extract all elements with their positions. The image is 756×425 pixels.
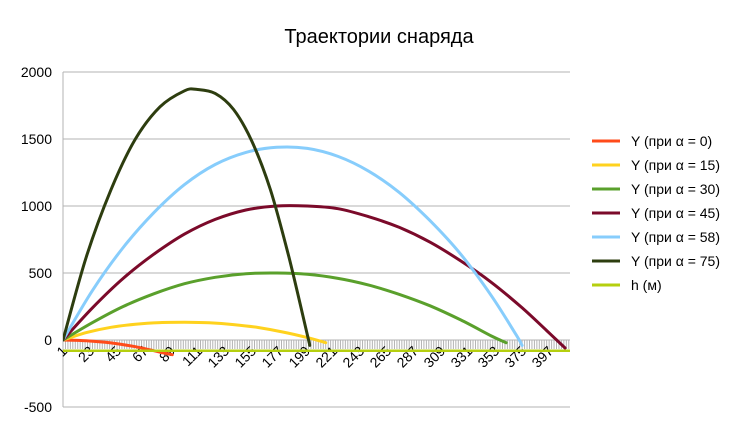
y-tick-label: -500 bbox=[24, 399, 52, 415]
series-line-3 bbox=[63, 204, 567, 350]
legend-item: h (м) bbox=[592, 277, 662, 293]
legend-label: Y (при α = 0) bbox=[631, 133, 712, 149]
legend-label: Y (при α = 15) bbox=[631, 157, 720, 173]
y-tick-label: 0 bbox=[44, 332, 52, 348]
series-line-0 bbox=[63, 338, 174, 357]
y-tick-label: 2000 bbox=[21, 64, 52, 80]
legend-item: Y (при α = 75) bbox=[592, 253, 720, 269]
y-tick-label: 1500 bbox=[21, 131, 52, 147]
legend-label: Y (при α = 30) bbox=[631, 181, 720, 197]
legend-label: Y (при α = 45) bbox=[631, 205, 720, 221]
legend-label: Y (при α = 75) bbox=[631, 253, 720, 269]
y-tick-label: 500 bbox=[29, 265, 53, 281]
chart-title: Траектории снаряда bbox=[284, 26, 474, 48]
series-line-5 bbox=[63, 87, 312, 347]
series-line-4 bbox=[63, 145, 524, 347]
series-line-1 bbox=[63, 320, 328, 345]
data-series bbox=[63, 87, 570, 357]
legend-label: Y (при α = 58) bbox=[631, 229, 720, 245]
y-axis-ticks: -500 0 500 1000 1500 2000 bbox=[21, 64, 52, 415]
legend-item: Y (при α = 30) bbox=[592, 181, 720, 197]
legend-item: Y (при α = 0) bbox=[592, 133, 712, 149]
legend-label: h (м) bbox=[631, 277, 662, 293]
legend-item: Y (при α = 15) bbox=[592, 157, 720, 173]
legend: Y (при α = 0) Y (при α = 15) Y (при α = 30… bbox=[592, 133, 720, 293]
y-tick-label: 1000 bbox=[21, 198, 52, 214]
legend-item: Y (при α = 45) bbox=[592, 205, 720, 221]
legend-item: Y (при α = 58) bbox=[592, 229, 720, 245]
